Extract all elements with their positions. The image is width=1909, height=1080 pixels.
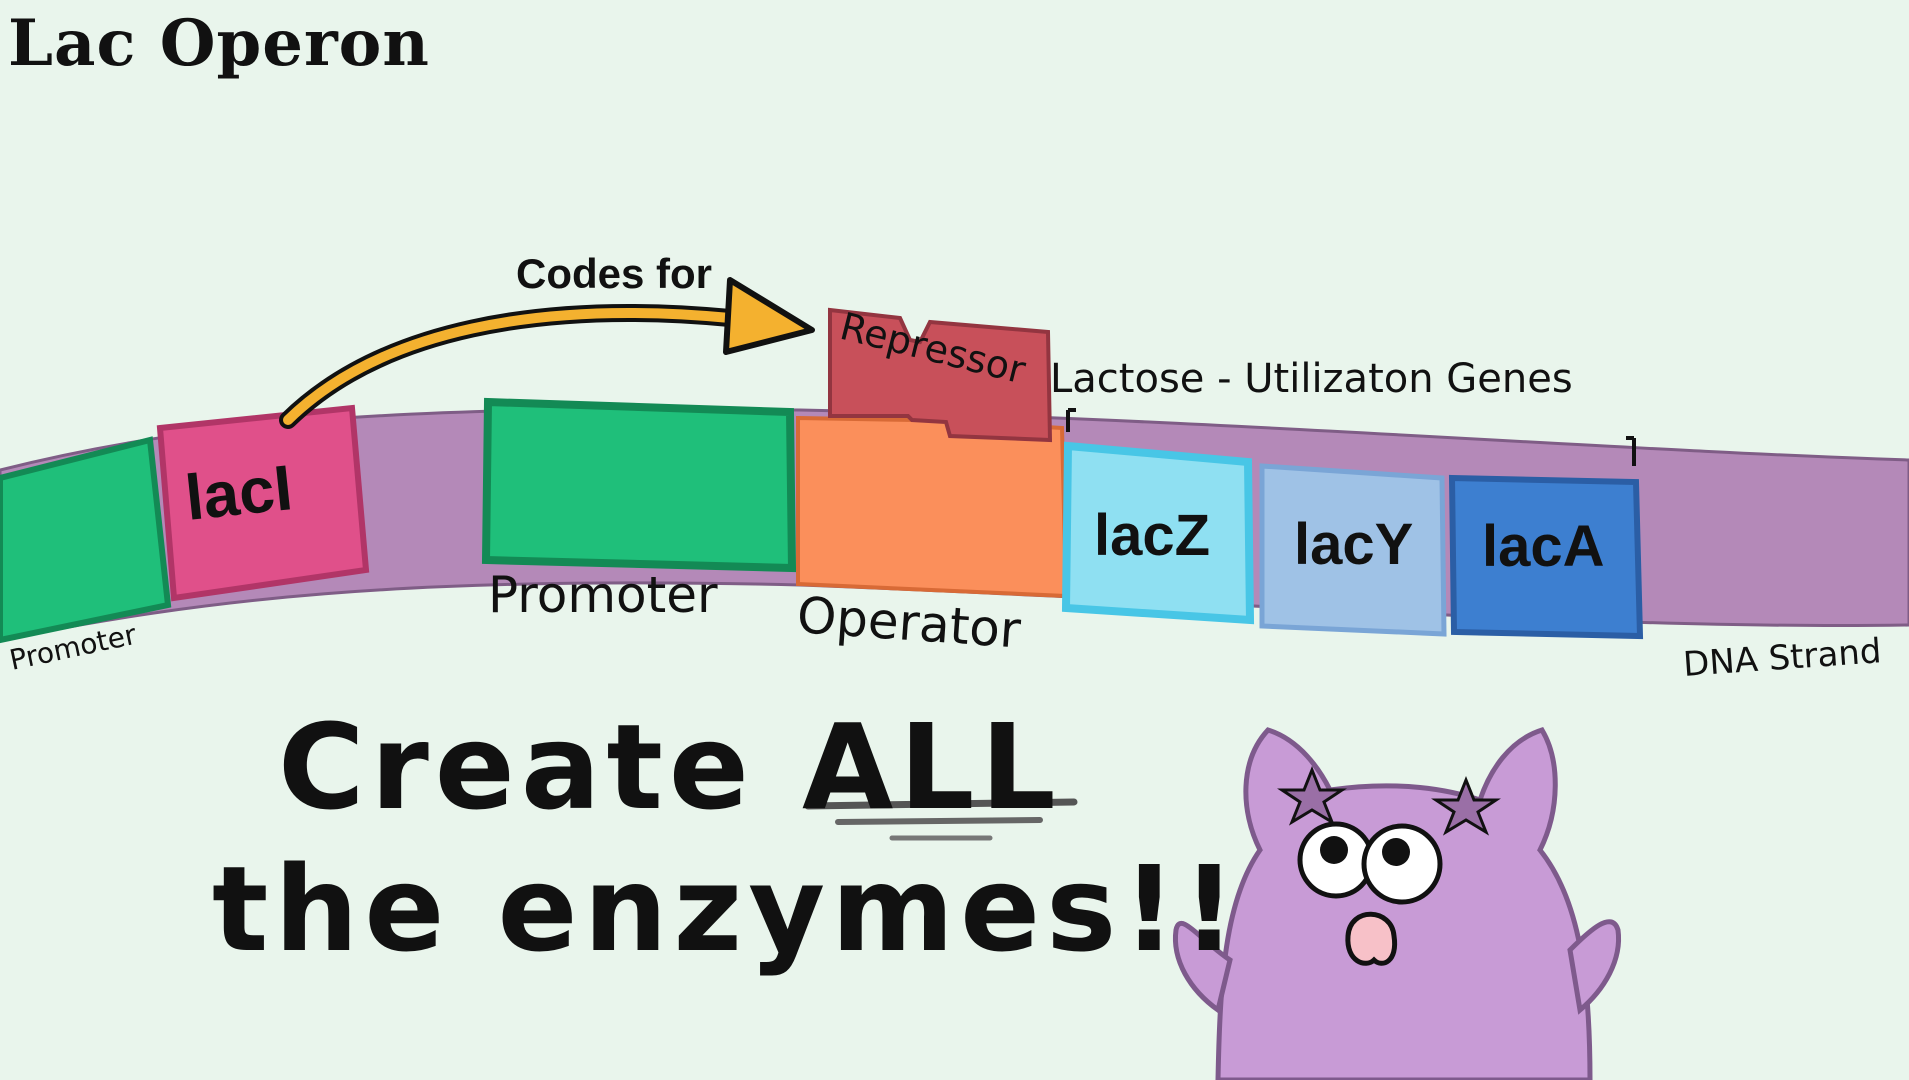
arrow-label: Codes for (516, 250, 712, 297)
codes-for-arrow-fill (283, 308, 735, 425)
headline-line-1: Create ALL (278, 698, 1062, 836)
promoter-main-block (481, 397, 797, 573)
lacA-block (1448, 474, 1644, 640)
promoter-main-label: Promoter (488, 566, 718, 624)
creature-body (1215, 727, 1593, 1080)
gene-group-label: Lactose - Utilizaton Genes (1050, 356, 1573, 402)
creature-right-star-icon (1431, 775, 1501, 836)
operator-label: Operator (795, 586, 1023, 660)
promoter-left-block (0, 436, 172, 644)
creature-left-pupil (1320, 836, 1348, 864)
emphasis-underline-2 (835, 817, 1043, 825)
creature-left-star-icon (1277, 765, 1347, 826)
lacZ-block (1061, 441, 1255, 625)
lacA-label: lacA (1482, 514, 1605, 579)
codes-for-arrowhead (723, 277, 815, 355)
creature-left-arm (1172, 921, 1233, 1015)
creature-mouth (1345, 911, 1398, 966)
lacI-label: lacI (182, 451, 296, 534)
repressor-block (828, 307, 1053, 443)
lacY-label: lacY (1294, 512, 1413, 577)
creature-right-arm (1567, 919, 1622, 1015)
gene-group-bracket-left (1066, 408, 1076, 432)
purple-creature (1172, 727, 1622, 1080)
gene-group-bracket-right (1626, 436, 1636, 466)
headline-prefix: Create (278, 698, 802, 836)
lacZ-label: lacZ (1094, 503, 1210, 568)
headline-emphasis: ALL (801, 698, 1062, 836)
lacY-block (1259, 463, 1447, 637)
page-title: Lac Operon (8, 6, 430, 81)
headline-line-2: the enzymes!! (212, 840, 1243, 978)
emphasis-underline-1 (804, 798, 1078, 810)
creature-right-pupil (1382, 838, 1410, 866)
dna-strand-label: DNA Strand (1682, 631, 1883, 685)
